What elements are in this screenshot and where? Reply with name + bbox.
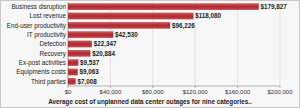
tick-label: $0 [65, 89, 72, 95]
bar [68, 32, 113, 38]
tick-mark [280, 86, 281, 88]
title: Average cost of unplanned data center ou… [48, 98, 252, 106]
data-label: $118,080 [195, 12, 221, 20]
data-label: $20,884 [92, 50, 115, 58]
category-label: Third parties [31, 78, 66, 86]
background [1, 1, 300, 108]
data-label: $7,008 [77, 78, 97, 86]
grid-line [280, 2, 281, 86]
bar [68, 50, 90, 56]
category-label: Business disruption [11, 3, 66, 11]
axis-line [68, 86, 280, 87]
tick-mark [68, 86, 69, 88]
tick-mark [110, 86, 111, 88]
bar [68, 60, 78, 66]
bar [68, 22, 170, 28]
data-label: $9,537 [80, 59, 100, 67]
data-label: $42,530 [115, 31, 138, 39]
data-label: $9,063 [80, 68, 100, 76]
tick-label: $120,000 [183, 89, 209, 95]
data-label: $179,827 [261, 3, 288, 11]
bars [68, 4, 259, 85]
category-label: Recovery [39, 50, 66, 58]
category-label: Ex-post activities [19, 59, 66, 67]
tick-label: $80,000 [142, 89, 164, 95]
category-label: Lost revenue [30, 12, 67, 19]
chart: $0 $40,000 $80,000 $120,000 $160,000 $200,000… [0, 0, 300, 108]
tick-label: $160,000 [225, 89, 251, 95]
category-label: Equipments costs [16, 68, 66, 76]
bar [68, 78, 75, 84]
category-label: Detection [39, 40, 66, 47]
data-label: $22,347 [94, 40, 117, 48]
bar [68, 41, 92, 47]
bar [68, 69, 78, 75]
category-label: IT productivity [27, 31, 67, 39]
tick-label: $200,000 [267, 89, 293, 95]
tick-label: $40,000 [100, 89, 122, 95]
bar [68, 13, 193, 19]
tick-mark [152, 86, 153, 88]
tick-mark [195, 86, 196, 88]
category-label: End-user productivity [7, 22, 67, 30]
bar [68, 4, 259, 10]
data-label: $96,226 [172, 22, 195, 30]
tick-mark [237, 86, 238, 88]
grid-line [237, 2, 238, 86]
